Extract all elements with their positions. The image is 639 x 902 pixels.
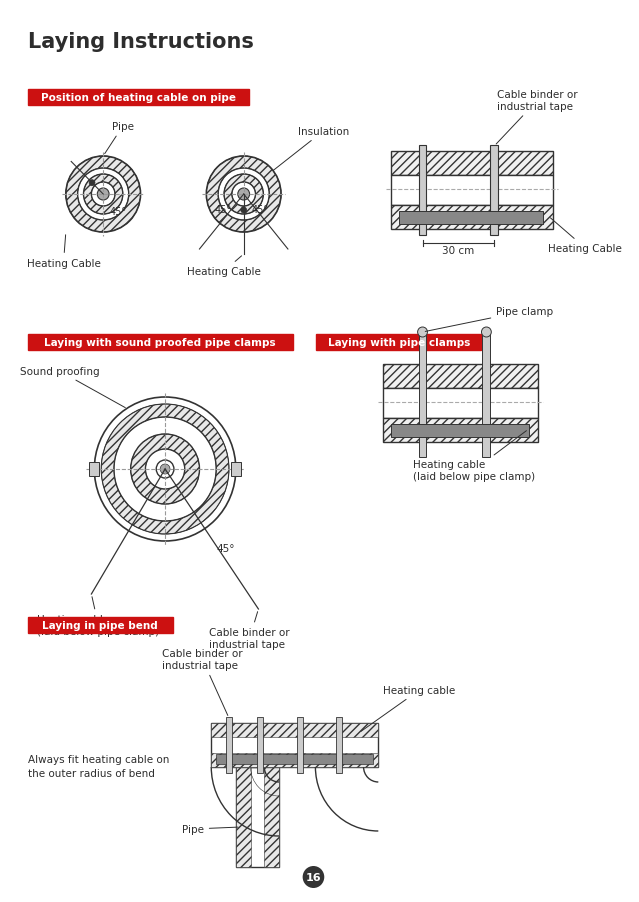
Bar <box>265 767 279 867</box>
Bar <box>216 754 373 764</box>
Bar <box>89 463 99 476</box>
Wedge shape <box>66 157 141 233</box>
Text: Insulation: Insulation <box>273 127 349 171</box>
Bar <box>231 463 241 476</box>
Circle shape <box>241 207 247 214</box>
Circle shape <box>160 465 170 474</box>
Text: Laying with pipe clamps: Laying with pipe clamps <box>328 337 470 347</box>
Wedge shape <box>84 175 123 215</box>
Circle shape <box>97 189 109 201</box>
Bar <box>391 176 553 206</box>
Bar <box>419 335 426 457</box>
Bar <box>490 146 498 235</box>
Text: Cable binder or
industrial tape: Cable binder or industrial tape <box>210 612 290 649</box>
Text: 45°: 45° <box>216 543 235 554</box>
Text: Sound proofing: Sound proofing <box>20 366 125 409</box>
Bar <box>296 717 303 773</box>
Text: Heating Cable: Heating Cable <box>27 235 100 269</box>
Text: Pipe: Pipe <box>105 122 134 154</box>
Wedge shape <box>206 157 281 233</box>
Text: Heating cable
(laid below pipe clamp): Heating cable (laid below pipe clamp) <box>413 431 535 482</box>
Circle shape <box>303 866 324 888</box>
Text: Cable binder or
industrial tape: Cable binder or industrial tape <box>162 649 243 715</box>
Circle shape <box>89 180 95 187</box>
Wedge shape <box>224 175 263 215</box>
Bar <box>316 335 482 351</box>
Bar <box>482 335 490 457</box>
Bar <box>336 717 342 773</box>
Text: 45°: 45° <box>252 205 268 215</box>
Text: 30 cm: 30 cm <box>442 245 475 255</box>
Text: Laying in pipe bend: Laying in pipe bend <box>42 621 158 630</box>
Text: Heating cable
(laid below pipe clamp): Heating cable (laid below pipe clamp) <box>37 597 160 636</box>
Bar <box>383 389 539 419</box>
Text: Pipe: Pipe <box>181 824 238 834</box>
Text: Position of heating cable on pipe: Position of heating cable on pipe <box>40 93 236 103</box>
Text: Heating cable: Heating cable <box>361 686 456 732</box>
Text: Cable binder or
industrial tape: Cable binder or industrial tape <box>496 90 578 145</box>
Bar <box>212 723 378 767</box>
Bar <box>399 212 543 225</box>
Text: Heating Cable: Heating Cable <box>187 256 261 277</box>
Circle shape <box>418 327 427 337</box>
Bar <box>258 717 263 773</box>
Bar <box>27 90 249 106</box>
Bar <box>391 206 553 230</box>
Wedge shape <box>101 405 229 534</box>
Text: 45°: 45° <box>109 207 126 216</box>
Bar <box>212 753 378 767</box>
Bar <box>383 364 539 389</box>
Bar <box>27 335 293 351</box>
Text: Always fit heating cable on
the outer radius of bend: Always fit heating cable on the outer ra… <box>27 754 169 778</box>
Bar <box>419 146 426 235</box>
Text: 45°: 45° <box>214 205 231 215</box>
Circle shape <box>238 189 250 201</box>
Bar <box>391 152 553 176</box>
Bar <box>391 425 528 437</box>
Text: 16: 16 <box>305 872 321 882</box>
Text: Heating Cable: Heating Cable <box>548 218 622 253</box>
Text: Laying with sound proofed pipe clamps: Laying with sound proofed pipe clamps <box>44 337 276 347</box>
Bar <box>226 717 232 773</box>
Wedge shape <box>131 435 199 504</box>
Text: Laying Instructions: Laying Instructions <box>27 32 254 52</box>
Circle shape <box>482 327 491 337</box>
Bar <box>236 767 250 867</box>
Bar <box>27 617 173 633</box>
Bar <box>212 723 378 737</box>
Text: Pipe clamp: Pipe clamp <box>425 307 553 332</box>
Bar <box>383 419 539 443</box>
Bar <box>236 767 279 867</box>
